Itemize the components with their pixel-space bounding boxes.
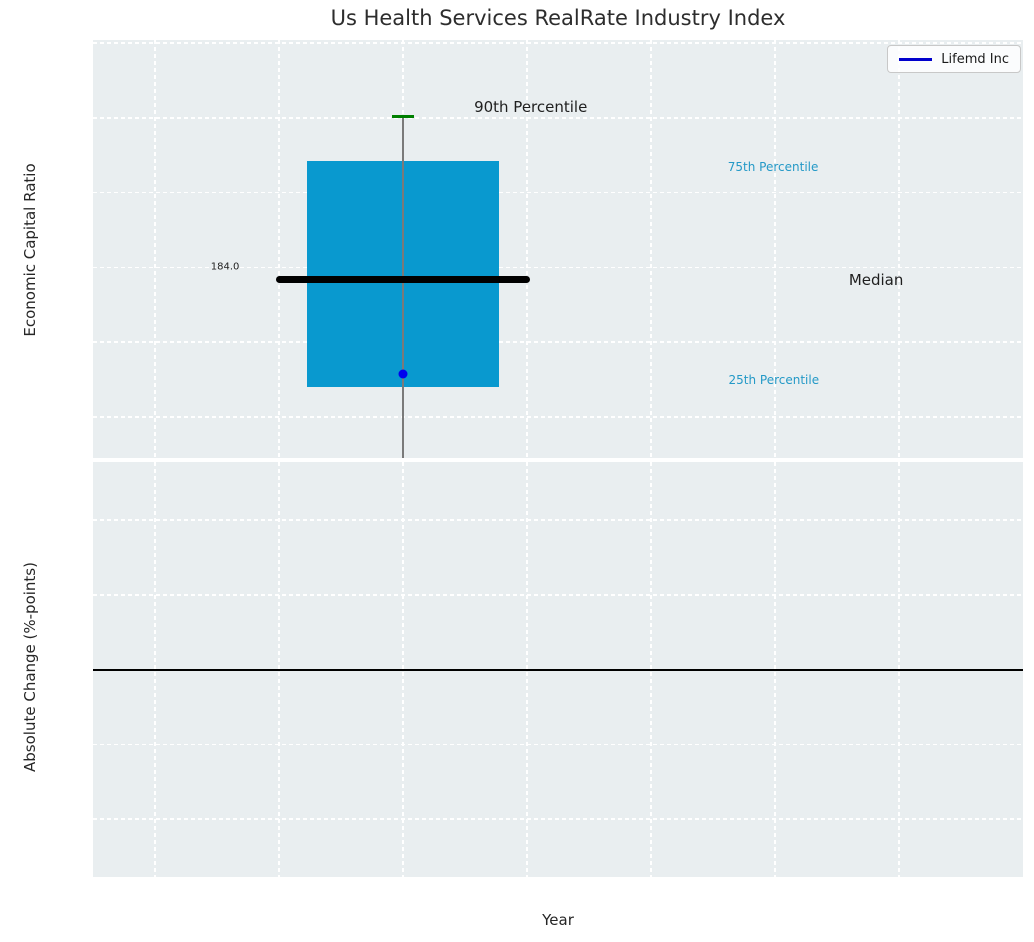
y-gridline (93, 519, 1023, 521)
median-line (275, 275, 531, 283)
x-gridline (278, 40, 280, 458)
x-gridline (774, 40, 776, 458)
y-gridline (93, 341, 1023, 343)
zero-line (93, 668, 1023, 671)
y-gridline (93, 594, 1023, 596)
y-gridline (93, 743, 1023, 745)
y-gridline (93, 117, 1023, 119)
company-marker (398, 369, 408, 379)
y-gridline (93, 191, 1023, 194)
top-y-axis-label: Economic Capital Ratio (21, 163, 39, 337)
x-gridline (154, 40, 156, 458)
bottom-y-axis-label: Absolute Change (%-points) (21, 562, 39, 772)
p90-cap (391, 114, 415, 118)
chart-title: Us Health Services RealRate Industry Ind… (330, 6, 786, 30)
annotation-25th-percentile: 25th Percentile (728, 373, 820, 388)
annotation-median: Median (848, 271, 904, 289)
x-gridline (898, 40, 900, 458)
x-axis-label: Year (542, 911, 574, 929)
legend: Lifemd Inc (887, 45, 1021, 73)
y-gridline (93, 42, 1023, 44)
annotation-90th-percentile: 90th Percentile (474, 98, 588, 117)
x-gridline (526, 40, 528, 458)
whisker-line (402, 116, 404, 458)
y-gridline (93, 416, 1023, 418)
annotation-184-0: 184.0 (210, 261, 240, 273)
legend-label: Lifemd Inc (941, 51, 1009, 67)
y-gridline (93, 266, 1023, 269)
legend-line-swatch (899, 57, 933, 61)
x-gridline (650, 40, 652, 458)
bottom-axes: 0.040.020.00−0.02−0.042013.62013.82014.0… (93, 462, 1023, 877)
y-gridline (93, 818, 1023, 820)
top-axes: Lifemd Inc 010020030040050090th Percenti… (93, 40, 1023, 458)
annotation-75th-percentile: 75th Percentile (727, 160, 819, 175)
